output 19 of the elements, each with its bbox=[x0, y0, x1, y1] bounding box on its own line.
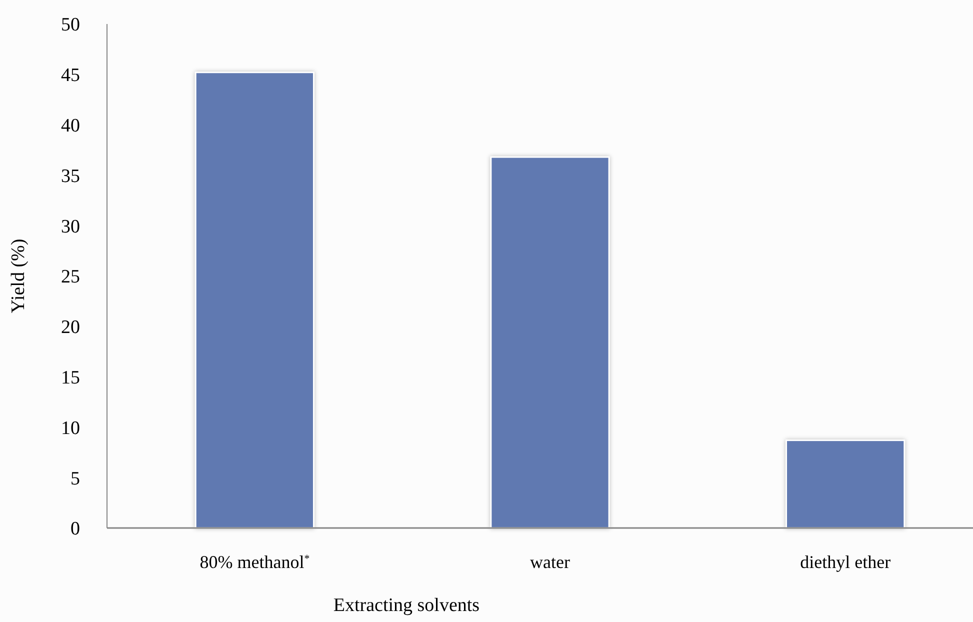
y-tick-label: 30 bbox=[61, 216, 80, 238]
bar bbox=[786, 440, 906, 529]
y-tick-label: 20 bbox=[61, 317, 80, 338]
y-axis-title: Yield (%) bbox=[8, 238, 29, 314]
x-tick-label: water bbox=[530, 552, 570, 572]
y-tick-label: 40 bbox=[61, 115, 80, 136]
x-tick-label: diethyl ether bbox=[800, 552, 891, 572]
y-tick-label: 25 bbox=[61, 266, 80, 288]
y-tick-label: 0 bbox=[70, 518, 80, 540]
bar bbox=[490, 156, 610, 529]
x-axis-title: Extracting solvents bbox=[333, 595, 480, 616]
y-tick-label: 10 bbox=[61, 418, 80, 439]
bar bbox=[194, 72, 314, 529]
y-tick-label: 50 bbox=[61, 14, 80, 36]
y-tick-label: 45 bbox=[61, 65, 80, 86]
y-tick-label: 35 bbox=[61, 166, 80, 187]
y-tick-label: 5 bbox=[70, 468, 80, 490]
y-tick-label: 15 bbox=[61, 367, 80, 388]
x-tick-label: 80% methanol$^{*}$ bbox=[200, 552, 310, 572]
